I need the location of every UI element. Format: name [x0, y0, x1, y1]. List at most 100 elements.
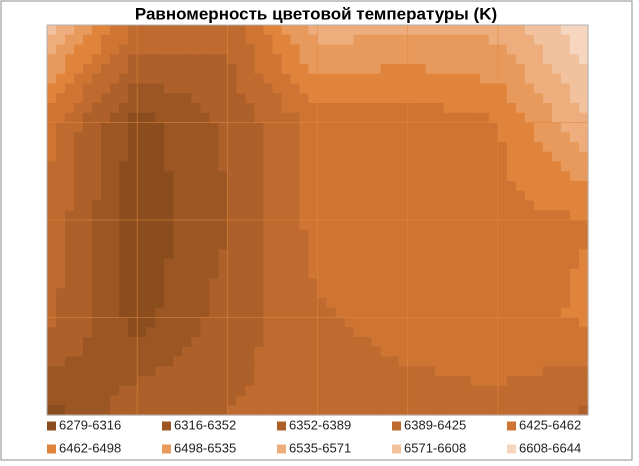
contour-cell: [146, 395, 156, 406]
contour-cell: [83, 249, 93, 260]
contour-cell: [371, 34, 382, 46]
contour-cell: [326, 83, 337, 94]
contour-cell: [83, 132, 93, 143]
contour-cell: [443, 229, 454, 241]
contour-cell: [560, 161, 571, 172]
contour-cell: [470, 190, 481, 202]
contour-cell: [92, 171, 102, 182]
contour-cell: [173, 278, 183, 289]
contour-cell: [128, 112, 138, 124]
contour-cell: [56, 171, 66, 182]
contour-cell: [407, 327, 418, 338]
contour-cell: [74, 376, 84, 387]
contour-cell: [182, 25, 192, 36]
contour-cell: [272, 317, 283, 328]
contour-cell: [326, 103, 337, 114]
contour-cell: [542, 259, 553, 270]
contour-cell: [353, 278, 364, 289]
contour-cell: [191, 64, 201, 75]
contour-cell: [560, 298, 571, 309]
contour-cell: [398, 278, 409, 289]
contour-cell: [191, 327, 201, 338]
contour-cell: [155, 83, 165, 94]
contour-cell: [479, 356, 490, 367]
contour-cell: [74, 346, 84, 358]
contour-cell: [398, 34, 409, 46]
contour-cell: [110, 337, 120, 348]
contour-cell: [398, 356, 409, 367]
contour-cell: [299, 268, 310, 280]
contour-cell: [524, 34, 535, 46]
contour-cell: [506, 210, 517, 221]
contour-cell: [461, 181, 472, 192]
legend-label: 6425-6462: [519, 417, 581, 432]
contour-cell: [524, 132, 535, 143]
contour-cell: [218, 73, 228, 85]
contour-cell: [146, 337, 156, 348]
contour-cell: [380, 278, 391, 289]
contour-cell: [218, 268, 228, 280]
contour-cell: [101, 229, 111, 241]
contour-cell: [65, 122, 75, 133]
contour-cell: [272, 34, 283, 46]
legend-swatch: [392, 444, 401, 454]
contour-cell: [524, 268, 535, 280]
contour-cell: [497, 346, 508, 358]
contour-cell: [155, 54, 165, 65]
contour-cell: [290, 220, 301, 231]
contour-cell: [128, 385, 138, 397]
contour-cell: [254, 376, 264, 387]
contour-cell: [416, 151, 427, 163]
contour-cell: [497, 171, 508, 182]
contour-cell: [470, 132, 481, 143]
contour-cell: [479, 73, 490, 85]
contour-cell: [245, 239, 255, 250]
contour-cell: [335, 268, 346, 280]
contour-cell: [128, 44, 138, 55]
contour-cell: [308, 34, 319, 46]
contour-cell: [353, 132, 364, 143]
contour-cell: [227, 337, 237, 348]
contour-cell: [182, 307, 192, 319]
contour-cell: [443, 259, 454, 270]
contour-cell: [164, 132, 174, 143]
contour-cell: [83, 327, 93, 338]
contour-cell: [578, 268, 589, 280]
contour-cell: [119, 190, 129, 202]
contour-cell: [335, 122, 346, 133]
contour-cell: [371, 346, 382, 358]
contour-cell: [146, 346, 156, 358]
contour-cell: [335, 376, 346, 387]
contour-cell: [326, 112, 337, 124]
contour-cell: [362, 268, 373, 280]
contour-cell: [191, 346, 201, 358]
contour-cell: [326, 317, 337, 328]
contour-cell: [83, 34, 93, 46]
contour-cell: [137, 151, 147, 163]
contour-cell: [434, 200, 445, 211]
contour-cell: [524, 298, 535, 309]
contour-cell: [191, 317, 201, 328]
contour-cell: [209, 25, 219, 36]
contour-cell: [479, 93, 490, 104]
contour-cell: [506, 54, 517, 65]
contour-cell: [515, 64, 526, 75]
contour-cell: [308, 181, 319, 192]
contour-cell: [497, 288, 508, 299]
contour-cell: [290, 25, 301, 36]
contour-cell: [47, 112, 57, 124]
contour-cell: [56, 93, 66, 104]
contour-cell: [101, 190, 111, 202]
contour-cell: [272, 259, 283, 270]
contour-cell: [254, 239, 264, 250]
contour-cell: [452, 405, 463, 416]
contour-cell: [569, 132, 580, 143]
contour-cell: [245, 103, 255, 114]
contour-cell: [434, 103, 445, 114]
contour-cell: [200, 122, 210, 133]
contour-cell: [128, 298, 138, 309]
contour-cell: [362, 395, 373, 406]
contour-cell: [272, 268, 283, 280]
contour-cell: [506, 220, 517, 231]
contour-cell: [371, 249, 382, 260]
